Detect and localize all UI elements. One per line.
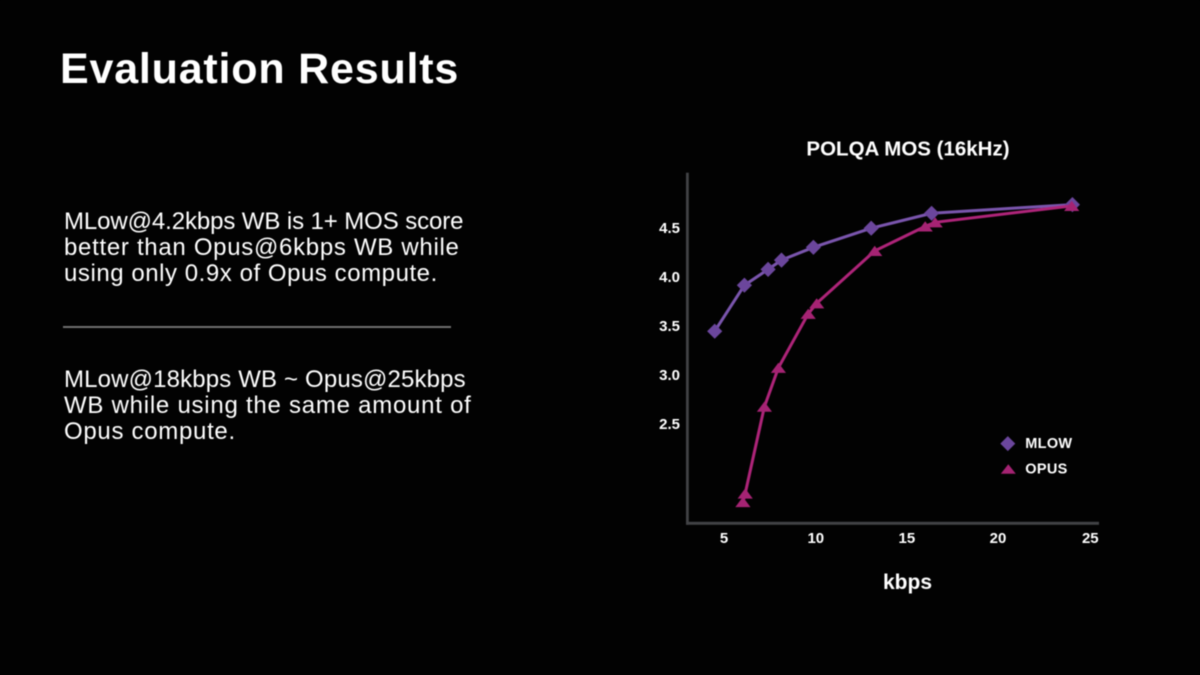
svg-text:POLQA MOS (16kHz): POLQA MOS (16kHz) xyxy=(806,137,1009,160)
svg-text:2.5: 2.5 xyxy=(659,416,680,433)
svg-text:MLOW: MLOW xyxy=(1025,436,1072,452)
svg-text:3.0: 3.0 xyxy=(659,367,680,384)
svg-text:25: 25 xyxy=(1082,530,1099,547)
svg-text:4.0: 4.0 xyxy=(659,269,680,286)
svg-text:kbps: kbps xyxy=(883,571,932,594)
svg-text:10: 10 xyxy=(807,530,824,547)
svg-text:OPUS: OPUS xyxy=(1025,461,1067,477)
svg-text:3.5: 3.5 xyxy=(659,318,680,335)
svg-text:15: 15 xyxy=(899,530,916,547)
svg-text:5: 5 xyxy=(720,530,728,547)
svg-text:20: 20 xyxy=(990,530,1007,547)
svg-text:4.5: 4.5 xyxy=(659,220,680,237)
